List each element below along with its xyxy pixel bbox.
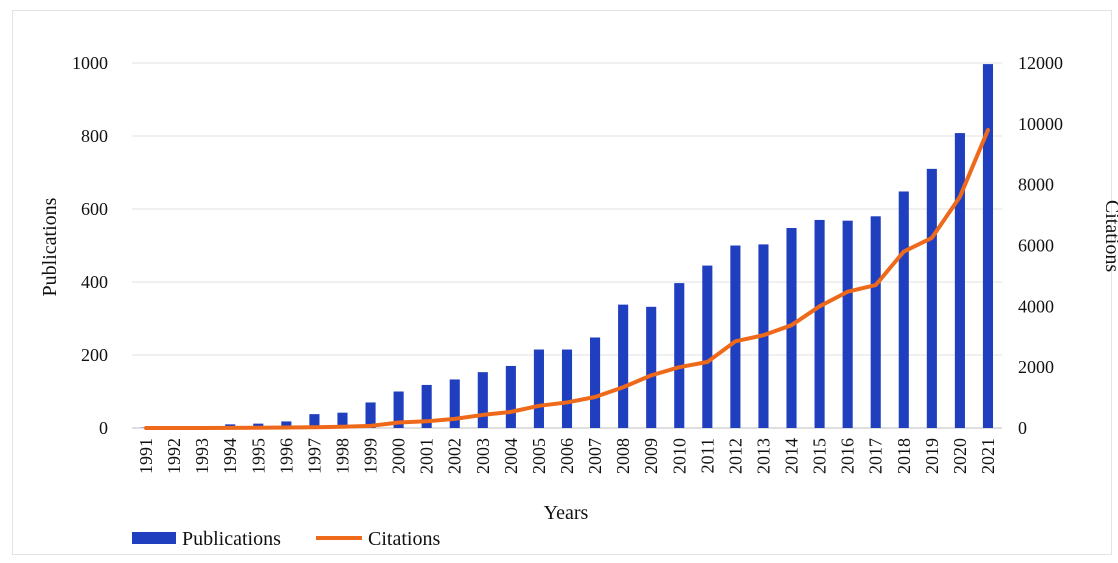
legend: Publications Citations xyxy=(132,528,440,550)
left-tick-label: 800 xyxy=(81,126,108,146)
x-axis-ticks: 1991 1992 1993 1994 1995 1996 1997 1998 1999 2000… xyxy=(136,438,998,474)
x-tick-label: 2008 xyxy=(613,438,633,474)
x-tick-label: 2006 xyxy=(557,438,577,474)
right-tick-label: 0 xyxy=(1018,418,1027,438)
x-tick-label: 1994 xyxy=(220,438,240,474)
bar-1997 xyxy=(309,414,320,428)
bar-1998 xyxy=(337,412,348,428)
bar-1996 xyxy=(281,421,292,428)
bar-2015 xyxy=(814,219,825,428)
bar-2011 xyxy=(702,265,713,428)
x-tick-label: 2005 xyxy=(529,438,549,474)
x-tick-label: 2015 xyxy=(810,438,830,474)
x-tick-label: 1995 xyxy=(248,438,268,474)
bar-1999 xyxy=(365,402,376,428)
x-tick-label: 1997 xyxy=(304,438,324,474)
legend-label-publications: Publications xyxy=(182,528,281,550)
publication-bars xyxy=(140,64,994,428)
legend-swatch-publications xyxy=(132,532,176,544)
bar-2019 xyxy=(926,168,937,428)
x-tick-label: 1991 xyxy=(136,438,156,474)
x-tick-label: 2010 xyxy=(669,438,689,474)
bar-2016 xyxy=(842,220,853,428)
x-tick-label: 2007 xyxy=(585,438,605,474)
x-tick-label: 2000 xyxy=(389,438,409,474)
right-tick-label: 8000 xyxy=(1018,175,1054,195)
right-tick-label: 10000 xyxy=(1018,114,1063,134)
x-tick-label: 2009 xyxy=(641,438,661,474)
bar-2006 xyxy=(561,349,573,428)
left-tick-label: 200 xyxy=(81,345,108,365)
bar-2009 xyxy=(646,306,657,428)
bar-2003 xyxy=(477,372,488,428)
bar-2020 xyxy=(954,133,965,428)
x-tick-label: 2016 xyxy=(838,438,858,474)
x-tick-label: 2020 xyxy=(950,438,970,474)
bar-2021 xyxy=(982,64,994,428)
x-tick-label: 1993 xyxy=(192,438,212,474)
bar-2004 xyxy=(505,365,516,428)
right-tick-label: 4000 xyxy=(1018,296,1054,316)
bar-2014 xyxy=(786,227,797,428)
bar-2012 xyxy=(730,245,741,428)
x-tick-label: 2012 xyxy=(725,438,745,474)
x-tick-label: 2011 xyxy=(697,438,717,473)
citations-polyline xyxy=(144,127,990,430)
x-tick-label: 2004 xyxy=(501,438,521,474)
x-tick-label: 2021 xyxy=(978,438,998,474)
x-tick-label: 2018 xyxy=(894,438,914,474)
x-axis-title: Years xyxy=(544,502,589,524)
left-tick-label: 1000 xyxy=(72,53,108,73)
bar-2002 xyxy=(449,379,460,428)
bar-2001 xyxy=(421,384,432,428)
right-axis-title: Citations xyxy=(1101,200,1118,272)
left-tick-label: 0 xyxy=(99,418,108,438)
bar-2007 xyxy=(590,337,601,428)
left-axis-title: Publications xyxy=(39,197,61,296)
bar-2000 xyxy=(393,391,404,428)
right-axis-ticks: 0 2000 4000 6000 8000 10000 12000 xyxy=(1018,53,1063,438)
right-tick-label: 2000 xyxy=(1018,357,1054,377)
bar-2010 xyxy=(674,283,685,428)
citation-line xyxy=(144,127,990,430)
x-tick-label: 2019 xyxy=(922,438,942,474)
right-tick-label: 12000 xyxy=(1018,53,1063,73)
left-axis-ticks: 0 200 400 600 800 1000 xyxy=(72,53,108,438)
bar-2005 xyxy=(533,349,544,428)
x-tick-label: 2014 xyxy=(782,438,802,474)
x-tick-label: 2001 xyxy=(417,438,437,474)
x-tick-label: 1996 xyxy=(276,438,296,474)
x-tick-label: 2003 xyxy=(473,438,493,474)
x-tick-label: 2002 xyxy=(445,438,465,474)
x-tick-label: 2013 xyxy=(753,438,773,474)
left-tick-label: 400 xyxy=(81,272,108,292)
bar-2008 xyxy=(618,304,629,428)
bar-2017 xyxy=(870,216,881,428)
legend-label-citations: Citations xyxy=(368,528,440,550)
right-tick-label: 6000 xyxy=(1018,236,1054,256)
bar-2018 xyxy=(898,191,909,428)
x-tick-label: 1998 xyxy=(332,438,352,474)
x-tick-label: 1999 xyxy=(361,438,381,474)
x-tick-label: 2017 xyxy=(866,438,886,474)
left-tick-label: 600 xyxy=(81,199,108,219)
x-tick-label: 1992 xyxy=(164,438,184,474)
